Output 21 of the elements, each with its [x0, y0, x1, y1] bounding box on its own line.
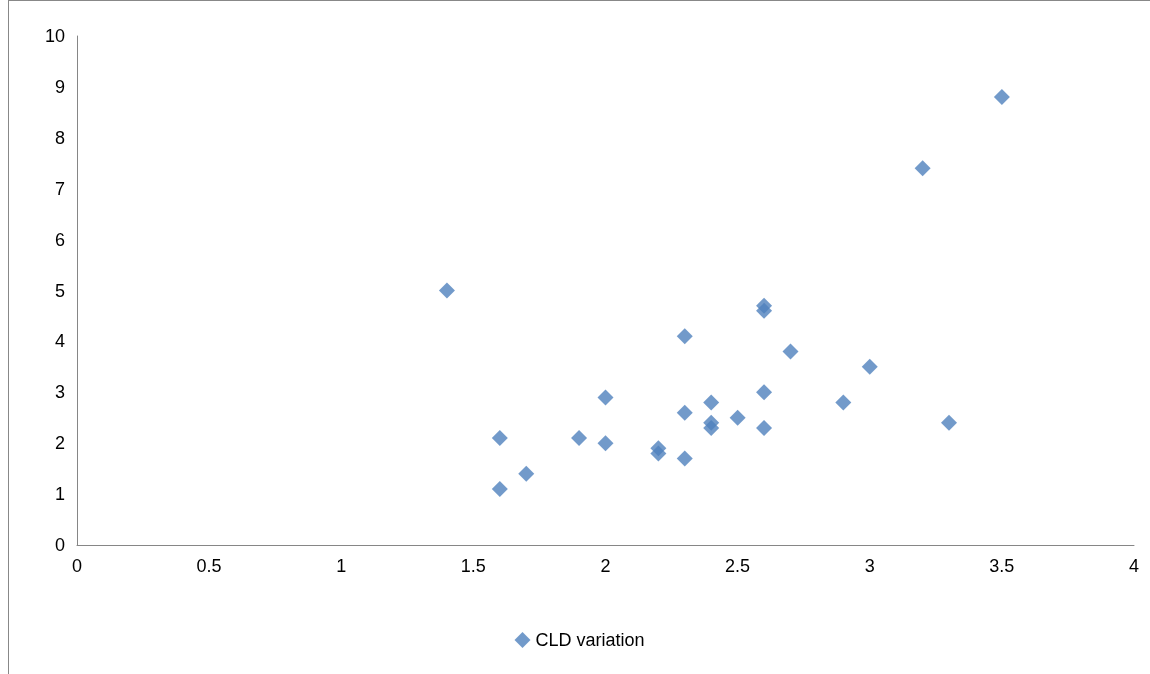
x-tick-label: 3.5 [989, 556, 1015, 576]
y-tick-label: 4 [54, 331, 65, 352]
x-tick-label: 1 [336, 556, 347, 576]
y-tick-label: 5 [54, 280, 65, 301]
y-tick-label: 9 [54, 76, 65, 97]
y-tick-label: 2 [54, 433, 65, 454]
x-tick-label: 4 [1128, 556, 1140, 576]
x-tick-label: 0.5 [196, 556, 222, 576]
x-tick-label: 2 [600, 556, 611, 576]
x-tick-label: 3 [864, 556, 875, 576]
y-tick-label: 6 [54, 229, 65, 250]
legend-label: CLD variation [535, 630, 645, 650]
y-tick-label: 1 [54, 484, 65, 505]
y-tick-label: 7 [54, 178, 65, 199]
y-tick-label: 0 [54, 535, 65, 555]
x-tick-label: 2.5 [725, 556, 751, 576]
y-tick-label: 3 [54, 382, 65, 403]
y-tick-label: 10 [44, 26, 65, 46]
x-tick-label: 0 [71, 556, 83, 576]
x-tick-label: 1.5 [460, 556, 486, 576]
y-tick-label: 8 [54, 127, 65, 148]
